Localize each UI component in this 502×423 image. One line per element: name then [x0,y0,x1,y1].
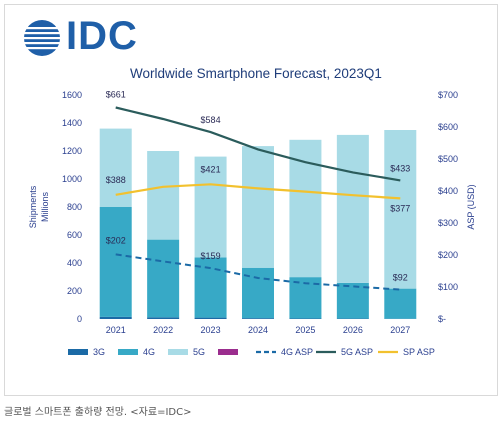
bar-5g-2022 [147,151,180,240]
legend-swatch [218,349,238,355]
data-label: $388 [106,175,126,185]
legend-swatch [118,349,138,355]
bar-5g-2025 [289,139,322,278]
bar-5g-2026 [336,134,369,283]
bar-3g-2022 [147,317,180,319]
y-tick-label: 800 [67,202,82,212]
legend-label: SP ASP [403,347,435,357]
bar-5g-2021 [99,128,132,207]
data-label: $159 [201,251,221,261]
legend-swatch [68,349,88,355]
smartphone-forecast-chart: Worldwide Smartphone Forecast, 2023Q1 0 2… [28,66,476,357]
y-axis-label-unit: Millions [40,192,50,223]
bar-4g-2021 [99,207,132,317]
y2-tick-label: $600 [438,122,458,132]
legend-label: 4G ASP [281,347,313,357]
line-5g-asp [115,106,401,182]
x-tick-label: 2022 [153,325,173,335]
bar-4g-2027 [384,288,417,319]
legend: 3G 4G 5G 4G ASP 5G ASP SP ASP [68,347,435,357]
y-tick-label: 1200 [62,146,82,156]
y2-axis-label: ASP (USD) [466,184,476,229]
bar-3g-2025 [289,318,322,319]
data-label: $433 [390,163,410,173]
y2-tick-label: $500 [438,154,458,164]
y-axis-label: Shipments [28,185,38,228]
legend-label: 3G [93,347,105,357]
y-axis-left: 0 200 400 600 800 1000 1200 1400 1600 Shipments Mi… [28,90,82,324]
legend-swatch [168,349,188,355]
y2-tick-label: $100 [438,282,458,292]
legend-label: 5G ASP [341,347,373,357]
y-tick-label: 0 [77,314,82,324]
y-axis-right: $- $100 $200 $300 $400 $500 $600 $700 ASP (USD) [438,90,476,324]
data-label: $202 [106,235,126,245]
bar-series [99,128,417,319]
bar-3g-2021 [99,316,132,319]
y-tick-label: 400 [67,258,82,268]
y2-tick-label: $700 [438,90,458,100]
legend-label: 5G [193,347,205,357]
image-caption: 글로벌 스마트폰 출하량 전망. <자료=IDC> [4,407,192,418]
line-series [115,106,401,291]
x-tick-label: 2027 [390,325,410,335]
x-tick-label: 2023 [201,325,221,335]
bar-3g-2024 [242,318,274,319]
chart-title: Worldwide Smartphone Forecast, 2023Q1 [130,66,382,81]
bar-5g-2023 [194,156,227,258]
bar-4g-2022 [147,239,180,318]
data-label: $421 [201,164,221,174]
y2-tick-label: $300 [438,218,458,228]
y-tick-label: 1400 [62,118,82,128]
y-tick-label: 600 [67,230,82,240]
y-tick-label: 200 [67,286,82,296]
legend-label: 4G [143,347,155,357]
data-label: $377 [390,203,410,213]
y2-tick-label: $- [438,314,446,324]
idc-logo: IDC [22,14,152,60]
x-tick-label: 2024 [248,325,268,335]
x-axis: 2021 2022 2023 2024 2025 2026 2027 [106,325,411,335]
bar-4g-2026 [336,282,369,319]
data-label: $92 [393,273,408,283]
y2-tick-label: $200 [438,250,458,260]
y2-tick-label: $400 [438,186,458,196]
x-tick-label: 2021 [106,325,126,335]
bar-5g-2024 [242,146,274,268]
line-4g-asp [115,253,401,291]
data-labels: $661 $584 $433 $388 $421 $377 $202 $159 $92 [106,89,411,282]
line-sp-asp [115,183,401,200]
globe-icon [24,20,60,56]
x-tick-label: 2025 [295,325,315,335]
bar-5g-2027 [384,130,417,289]
y-tick-label: 1600 [62,90,82,100]
data-label: $584 [201,115,221,125]
logo-text: IDC [66,14,138,58]
bar-3g-2023 [194,317,227,319]
y-tick-label: 1000 [62,174,82,184]
data-label: $661 [106,89,126,99]
x-tick-label: 2026 [343,325,363,335]
